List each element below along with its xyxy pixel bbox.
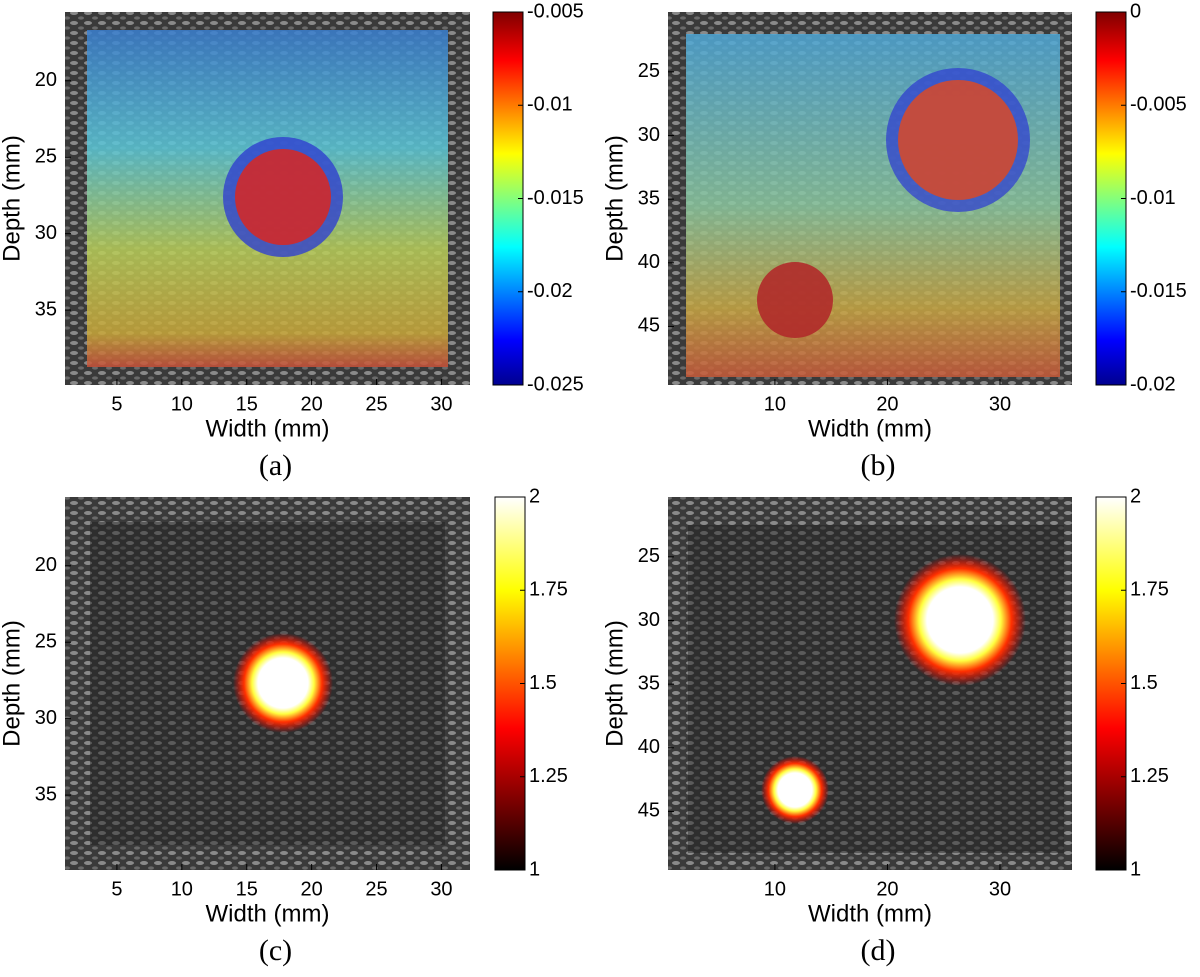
x-tick-label: 10 [764,878,786,900]
colorbar-tick-label: 0 [1130,0,1141,22]
panel-label: (a) [259,449,292,482]
inclusion [894,554,1026,686]
colorbar-tick-label: -0.01 [527,94,573,116]
x-tick-label: 10 [171,878,193,900]
colorbar-tick-label: -0.005 [1130,94,1187,116]
x-tick-label: 10 [764,393,786,415]
x-tick-label: 20 [876,393,898,415]
y-tick-label: 20 [35,69,57,91]
panel-label: (c) [259,934,292,967]
overlay [688,525,1064,853]
y-axis-label: Depth (mm) [0,135,25,262]
x-axis-label: Width (mm) [808,415,932,442]
colorbar-tick-label: -0.025 [527,373,584,395]
y-tick-label: 40 [638,736,660,758]
colorbar-tick-label: 1 [1130,858,1141,880]
panel-label: (d) [861,934,896,967]
x-tick-label: 30 [989,878,1011,900]
y-tick-label: 45 [638,800,660,822]
y-tick-label: 45 [638,315,660,337]
y-tick-label: 35 [35,783,57,805]
x-tick-label: 15 [236,393,258,415]
y-tick-label: 25 [35,146,57,168]
inclusion [233,633,333,733]
x-tick-label: 25 [365,393,387,415]
x-tick-label: 5 [111,878,122,900]
colorbar-tick-label: 1.25 [1130,765,1169,787]
inclusion [757,262,833,338]
colorbar-tick-label: 2 [529,485,540,507]
colorbar-tick-label: 2 [1130,485,1141,507]
colorbar-tick-label: 1.5 [1130,672,1158,694]
colorbar-tick-label: -0.02 [1130,373,1176,395]
x-tick-label: 10 [171,393,193,415]
y-tick-label: 30 [638,609,660,631]
x-tick-label: 30 [989,393,1011,415]
y-axis-label: Depth (mm) [0,620,25,747]
inclusion [235,149,331,245]
colorbar-tick-label: -0.02 [527,280,573,302]
x-tick-label: 15 [236,878,258,900]
colorbar-tick-label: 1 [529,858,540,880]
inclusion [898,80,1018,200]
y-axis-label: Depth (mm) [601,620,628,747]
x-axis-label: Width (mm) [808,900,932,927]
y-tick-label: 25 [638,545,660,567]
y-tick-label: 20 [35,554,57,576]
x-tick-label: 20 [876,878,898,900]
x-tick-label: 30 [430,878,452,900]
colorbar-tick-label: -0.015 [1130,280,1187,302]
colorbar-tick-label: -0.015 [527,187,584,209]
y-tick-label: 40 [638,251,660,273]
x-axis-label: Width (mm) [206,900,330,927]
y-axis-label: Depth (mm) [601,135,628,262]
y-tick-label: 25 [638,60,660,82]
colorbar-tick-label: 1.5 [529,672,557,694]
colorbar-tick-label: 1.25 [529,765,568,787]
panel-label: (b) [861,449,896,482]
colorbar-tick-label: -0.005 [527,0,584,22]
colorbar-tick-label: 1.75 [1130,579,1169,601]
y-tick-label: 30 [35,222,57,244]
y-tick-label: 30 [638,124,660,146]
x-tick-label: 30 [430,393,452,415]
x-axis-label: Width (mm) [206,415,330,442]
ultrasound-image [668,497,1072,870]
y-tick-label: 35 [638,672,660,694]
y-tick-label: 30 [35,707,57,729]
inclusion [761,756,829,824]
x-tick-label: 25 [365,878,387,900]
x-tick-label: 20 [301,878,323,900]
y-tick-label: 35 [638,187,660,209]
x-tick-label: 20 [301,393,323,415]
x-tick-label: 5 [111,393,122,415]
colorbar-tick-label: 1.75 [529,579,568,601]
y-tick-label: 35 [35,298,57,320]
colorbar-tick-label: -0.01 [1130,187,1176,209]
y-tick-label: 25 [35,631,57,653]
